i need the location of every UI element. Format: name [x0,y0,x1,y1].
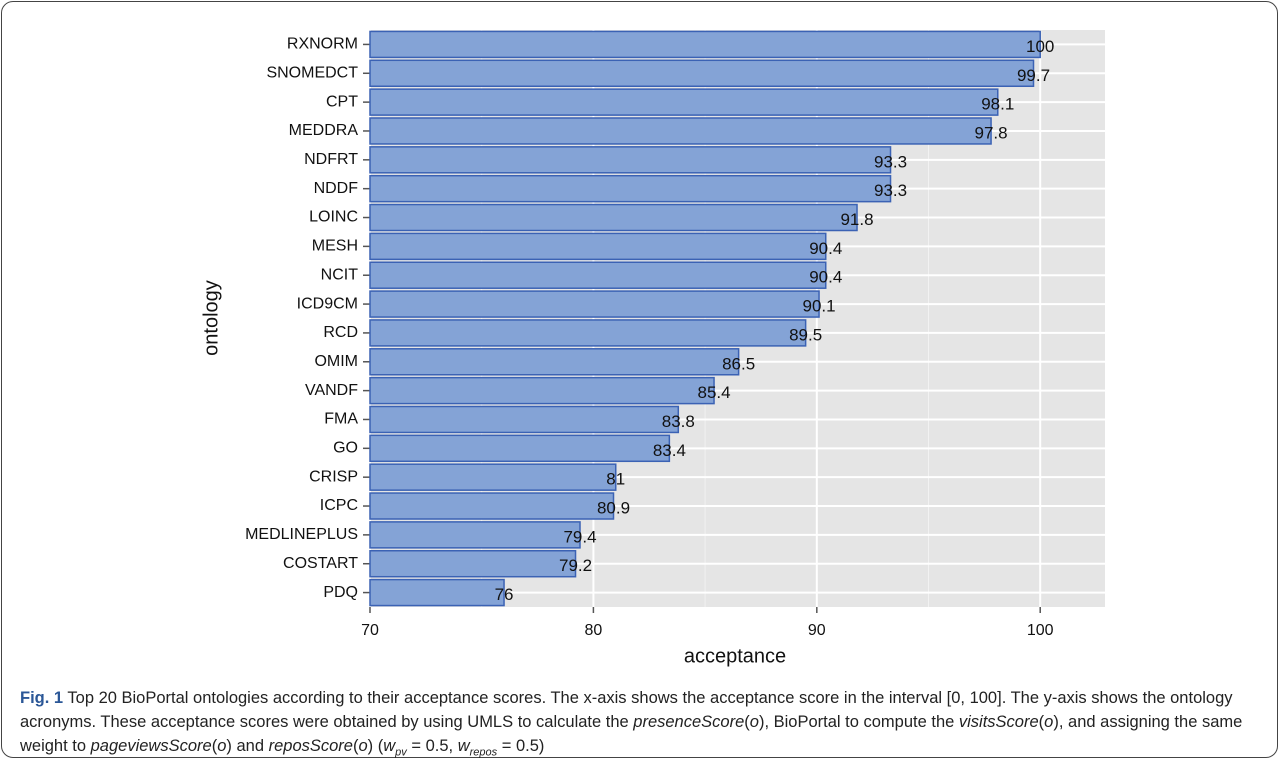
y-tick-label: NCIT [321,266,359,283]
value-label: 79.4 [563,527,596,546]
caption-text: w [457,737,470,755]
bar [369,348,740,376]
y-tick-label: CPT [326,93,358,110]
y-tick-label: FMA [324,411,358,428]
caption-text: visitsScore [958,713,1039,731]
caption-text: ( [211,737,218,755]
bar [369,376,715,405]
bar [369,549,577,578]
bar [369,521,581,549]
bar [369,434,671,463]
value-label: 90.1 [802,297,835,316]
bar [369,405,680,434]
caption-text: w [383,737,396,755]
bar [369,174,892,203]
value-label: 91.8 [840,210,873,229]
bar [369,319,807,347]
value-label: 76 [495,585,514,604]
y-tick-label: GO [333,440,358,457]
caption-text: ) and [226,737,269,755]
value-label: 90.4 [809,268,842,287]
value-label: 98.1 [981,95,1014,114]
value-label: 86.5 [722,354,755,373]
value-label: 80.9 [597,499,630,518]
caption-label: Fig. 1 [20,689,64,707]
x-tick-label: 90 [808,622,826,639]
bar [369,117,992,145]
x-tick-label: 100 [1027,622,1054,639]
value-label: 93.3 [874,181,907,200]
y-tick-label: OMIM [314,353,358,370]
y-tick-label: ICD9CM [297,295,358,312]
chart: acceptance ontology 70 80 90 100 RXNORM 100 SN… [200,30,1105,667]
caption-text: ) ( [367,737,384,755]
y-tick-label: RCD [323,324,358,341]
caption-text: o [1044,713,1054,731]
caption-text: reposScore [268,737,353,755]
y-tick-label: CRISP [309,468,358,485]
bar [369,492,615,520]
caption-text: = 0.5, [406,737,458,755]
value-label: 100 [1026,37,1054,56]
caption-text: pageviewsScore [90,737,212,755]
caption-text: = 0.5) [497,737,545,755]
plot-background [370,30,1105,607]
bar [369,463,617,491]
value-label: 99.7 [1017,66,1050,85]
bar [369,146,892,174]
caption-text: ), and assigning the same weight to [20,713,1243,755]
x-axis-label: acceptance [684,645,786,667]
value-label: 79.2 [559,556,592,575]
caption-text: ( [352,737,359,755]
bar [369,30,1041,59]
caption-subscript: repos [469,746,498,759]
value-label: 97.8 [975,123,1008,142]
caption: Fig. 1 Top 20 BioPortal ontologies accor… [20,686,1260,764]
bar [369,59,1035,88]
bar [369,88,999,116]
bar [369,232,827,261]
caption-text: ( [1038,713,1045,731]
value-label: 93.3 [874,152,907,171]
caption-text: ), BioPortal to compute the [758,713,959,731]
value-label: 81 [606,470,625,489]
y-tick-label: VANDF [305,382,358,399]
x-tick-label: 80 [585,622,603,639]
caption-subscript: pv [395,746,407,759]
caption-text: o [217,737,227,755]
y-axis-label: ontology [200,280,222,356]
y-tick-label: SNOMEDCT [266,64,358,81]
y-tick-label: MEDLINEPLUS [245,526,358,543]
y-tick-label: ICPC [320,497,358,514]
x-tick-label: 70 [361,622,379,639]
caption-text: o [358,737,368,755]
bar [369,203,858,232]
value-label: 83.8 [662,412,695,431]
bar [369,290,820,318]
y-tick-label: COSTART [283,555,358,572]
y-tick-label: RXNORM [287,36,358,53]
value-label: 89.5 [789,325,822,344]
bar [369,578,505,607]
y-tick-label: MEDDRA [289,122,359,139]
value-label: 83.4 [653,441,686,460]
caption-text: presenceScore [633,713,745,731]
caption-text: ( [744,713,750,731]
value-label: 90.4 [809,239,842,258]
y-tick-label: NDFRT [304,151,358,168]
y-tick-label: NDDF [314,180,359,197]
caption-text: Top 20 BioPortal ontologies according to… [20,689,1233,731]
value-label: 85.4 [697,383,730,402]
y-tick-label: PDQ [323,584,358,601]
y-tick-label: MESH [312,238,358,255]
y-tick-label: LOINC [309,209,358,226]
caption-text: o [749,713,759,731]
bar [369,261,827,289]
